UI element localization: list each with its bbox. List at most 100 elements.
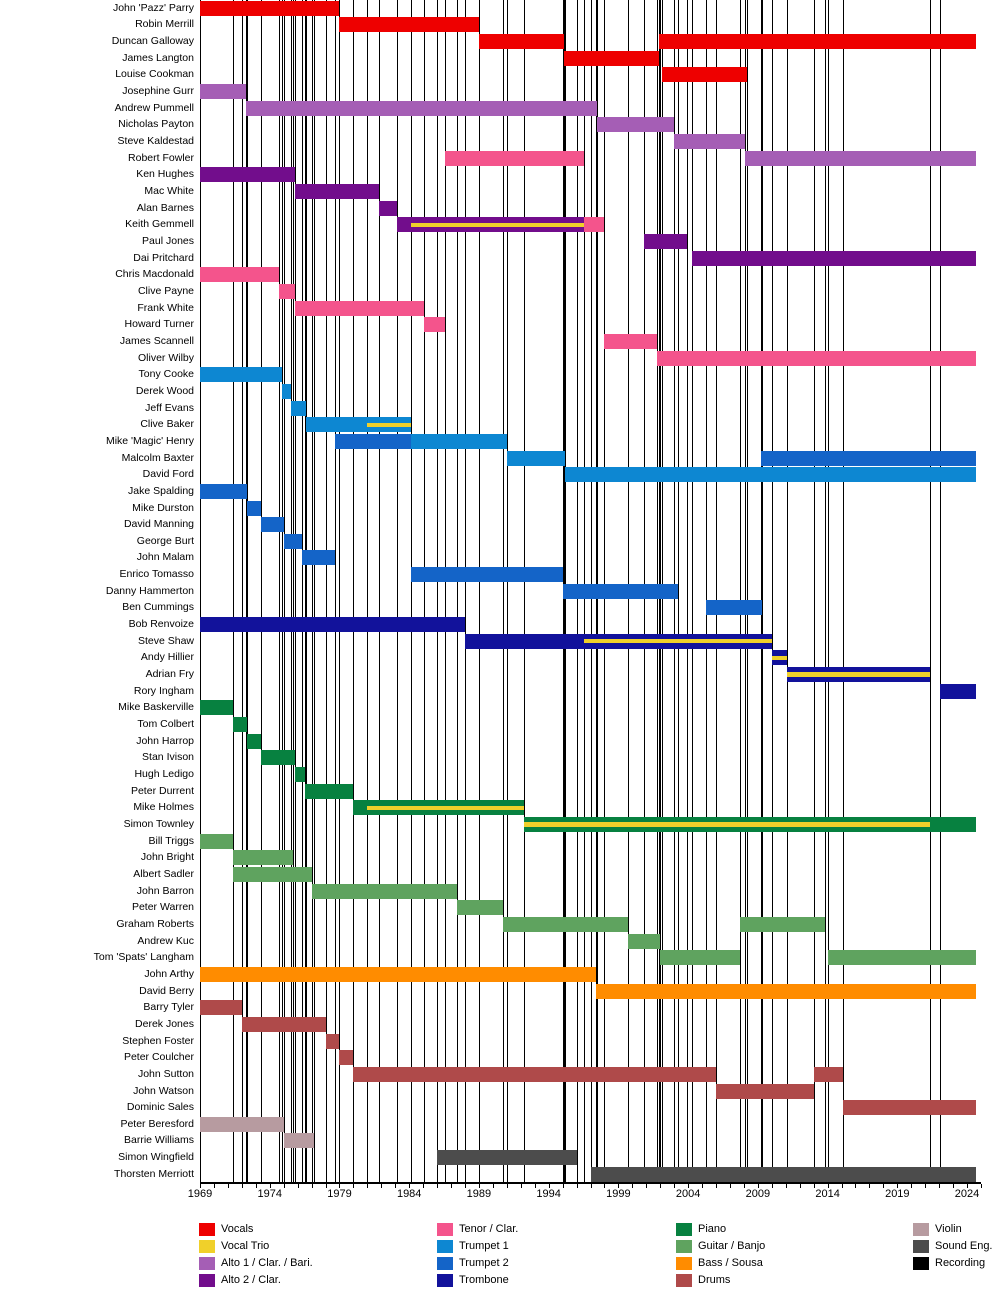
member-label: Peter Beresford bbox=[120, 1117, 194, 1130]
member-bar-violin bbox=[283, 1133, 315, 1149]
x-axis-tick bbox=[464, 1183, 466, 1188]
member-label: Keith Gemmell bbox=[125, 218, 194, 231]
member-label: John Harrop bbox=[136, 734, 194, 747]
member-label: David Manning bbox=[123, 518, 194, 531]
gridline-year-1976.6 bbox=[305, 0, 307, 1182]
member-bar-tenor bbox=[604, 333, 658, 349]
member-bar-alto1 bbox=[597, 117, 675, 133]
gridline-year-1975.5 bbox=[290, 0, 292, 1182]
gridline-year-1992.2 bbox=[523, 0, 525, 1182]
member-bar-trumpet1 bbox=[506, 450, 566, 466]
member-bar-alto2 bbox=[643, 234, 687, 249]
x-axis-tick bbox=[743, 1183, 745, 1188]
member-bar-trombone bbox=[787, 667, 931, 683]
member-bar-tenor bbox=[294, 300, 424, 316]
member-label: John 'Pazz' Parry bbox=[112, 1, 194, 14]
member-bar-vocals bbox=[658, 34, 977, 50]
member-label: Malcolm Baxter bbox=[121, 451, 194, 464]
timeline-chart: John 'Pazz' Parry Robin Merrill Duncan Gal… bbox=[94, 0, 982, 1200]
legend-label-violin: Violin bbox=[935, 1223, 962, 1235]
gridline-year-1988 bbox=[464, 0, 466, 1182]
member-label: Simon Wingfield bbox=[118, 1151, 194, 1164]
member-label: Mike Durston bbox=[132, 501, 194, 514]
gridline-year-1969 bbox=[200, 0, 201, 1182]
legend-label-soundeng: Sound Eng. bbox=[935, 1240, 993, 1252]
legend-label-trumpet1: Trumpet 1 bbox=[459, 1240, 509, 1252]
x-axis-tick bbox=[841, 1183, 843, 1188]
member-label: Chris Macdonald bbox=[115, 268, 194, 281]
member-bar-piano bbox=[523, 816, 977, 832]
x-axis-tick bbox=[632, 1183, 634, 1188]
member-bar-trumpet1 bbox=[305, 417, 411, 433]
x-axis-year-label: 1994 bbox=[536, 1188, 561, 1200]
gridline-year-2009.2 bbox=[760, 0, 762, 1182]
member-bar-guitar bbox=[311, 883, 457, 899]
member-bar-trumpet1 bbox=[410, 433, 507, 449]
member-label: Stephen Foster bbox=[122, 1034, 194, 1047]
member-label: John Malam bbox=[136, 551, 194, 564]
member-bar-guitar bbox=[502, 916, 629, 932]
member-label: Peter Durrent bbox=[130, 784, 194, 797]
x-axis-line bbox=[200, 1182, 981, 1184]
gridline-year-2011.1 bbox=[787, 0, 789, 1182]
x-axis-tick bbox=[367, 1183, 369, 1188]
member-bar-trumpet2 bbox=[247, 500, 262, 516]
member-label: Josephine Gurr bbox=[122, 85, 194, 98]
x-axis-tick bbox=[702, 1183, 704, 1188]
member-bar-alto2 bbox=[200, 167, 295, 183]
member-label: Frank White bbox=[137, 301, 194, 314]
member-bar-drums bbox=[716, 1083, 814, 1099]
x-axis-tick bbox=[757, 1183, 759, 1188]
member-label: Peter Coulcher bbox=[123, 1051, 194, 1064]
x-axis-tick bbox=[660, 1183, 662, 1188]
member-label: Bob Renvoize bbox=[128, 618, 194, 631]
member-label: Barry Tyler bbox=[143, 1001, 194, 1014]
member-label: Danny Hammerton bbox=[105, 584, 194, 597]
member-bar-tenor bbox=[200, 267, 280, 283]
x-axis-tick bbox=[227, 1183, 229, 1188]
legend-swatch-tenor bbox=[437, 1223, 453, 1236]
member-bar-alto2 bbox=[396, 217, 584, 233]
x-axis-tick bbox=[618, 1183, 620, 1188]
member-bar-trombone bbox=[939, 683, 977, 699]
vocal-trio-stripe bbox=[771, 655, 788, 661]
member-label: Clive Payne bbox=[137, 284, 194, 297]
member-bar-drums bbox=[353, 1066, 717, 1082]
x-axis-tick bbox=[451, 1183, 453, 1188]
member-bar-alto1 bbox=[200, 84, 247, 100]
member-bar-soundeng bbox=[590, 1166, 977, 1182]
member-label: Steve Kaldestad bbox=[117, 135, 194, 148]
gridline-year-1975.8 bbox=[294, 0, 296, 1182]
member-bar-trumpet2 bbox=[283, 533, 302, 549]
member-label: Jeff Evans bbox=[145, 401, 194, 414]
gridline-year-1981.8 bbox=[378, 0, 380, 1182]
member-bar-guitar bbox=[233, 866, 312, 882]
member-label: Clive Baker bbox=[140, 418, 194, 431]
gridline-year-1978.7 bbox=[335, 0, 337, 1182]
legend-swatch-drums bbox=[676, 1274, 692, 1287]
x-axis-tick bbox=[883, 1183, 885, 1188]
member-bar-guitar bbox=[660, 950, 740, 966]
member-bar-tenor bbox=[657, 350, 977, 366]
x-axis-tick bbox=[604, 1183, 606, 1188]
legend-label-vocals: Vocals bbox=[221, 1223, 254, 1235]
x-axis-tick bbox=[325, 1183, 327, 1188]
member-label: Nicholas Payton bbox=[118, 118, 194, 131]
x-axis-tick bbox=[297, 1183, 299, 1188]
member-bar-trumpet1 bbox=[282, 383, 291, 399]
gridline-year-1972.4 bbox=[247, 0, 249, 1182]
x-axis-tick bbox=[939, 1183, 941, 1188]
member-label: Thorsten Merriott bbox=[114, 1167, 194, 1180]
member-bar-tenor bbox=[445, 150, 584, 166]
member-label: Stan Ivison bbox=[142, 751, 194, 764]
member-label: Enrico Tomasso bbox=[119, 568, 194, 581]
x-axis-tick bbox=[897, 1183, 899, 1188]
gridline-year-1977 bbox=[311, 0, 313, 1182]
member-bar-trumpet2 bbox=[562, 583, 679, 599]
gridline-year-1976.3 bbox=[301, 0, 303, 1182]
legend-label-recording: Recording bbox=[935, 1257, 986, 1269]
member-label: Paul Jones bbox=[142, 235, 194, 247]
member-bar-trumpet1 bbox=[200, 367, 283, 383]
member-bar-trumpet1 bbox=[565, 467, 977, 483]
